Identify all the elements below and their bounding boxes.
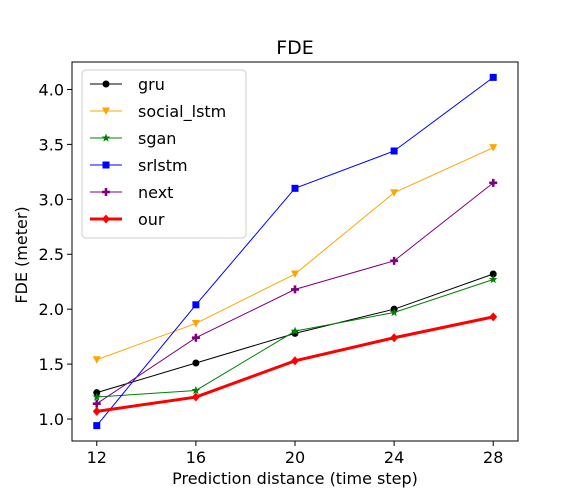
legend-label-our: our	[138, 210, 165, 229]
point-next	[191, 333, 200, 342]
x-axis-label: Prediction distance (time step)	[172, 469, 418, 488]
point-our	[390, 333, 399, 343]
point-next	[390, 256, 399, 265]
chart-title: FDE	[276, 37, 314, 59]
y-tick-label: 1.0	[39, 410, 64, 429]
plot-area: 12 16 20 24 28 1.0 1.5 2.0 2.5 3.0 3.5 4.0 gru social…	[39, 61, 519, 467]
y-tick-label: 2.0	[39, 300, 64, 319]
legend-label-social_lstm: social_lstm	[138, 102, 226, 122]
legend-label-srlstm: srlstm	[138, 156, 188, 175]
point-gru	[489, 270, 497, 278]
legend-marker-next	[102, 188, 110, 196]
legend-label-next: next	[138, 183, 173, 202]
point-social_lstm	[92, 356, 101, 364]
point-next	[291, 285, 299, 294]
x-tick-label: 20	[285, 448, 305, 467]
point-our	[489, 312, 498, 322]
y-axis-label: FDE (meter)	[12, 206, 31, 303]
point-next	[92, 399, 101, 408]
legend-label-gru: gru	[138, 75, 165, 94]
y-tick-label: 4.0	[39, 80, 64, 99]
point-sgan	[290, 326, 300, 335]
x-tick-label: 28	[483, 448, 503, 467]
legend-label-sgan: sgan	[138, 129, 176, 148]
point-social_lstm	[489, 144, 498, 152]
point-our	[92, 406, 101, 416]
point-sgan	[92, 392, 102, 401]
legend-marker-gru	[102, 80, 110, 88]
x-tick-label: 24	[384, 448, 404, 467]
point-sgan	[488, 275, 498, 284]
point-srlstm	[390, 147, 398, 155]
point-sgan	[389, 307, 399, 317]
x-tick-label: 16	[186, 448, 206, 467]
legend-marker-our	[102, 214, 110, 224]
point-srlstm	[291, 184, 299, 192]
legend-marker-srlstm	[102, 161, 110, 169]
legend-marker-social_lstm	[102, 107, 110, 115]
point-social_lstm	[291, 270, 299, 279]
y-tick-label: 3.5	[39, 135, 64, 154]
point-srlstm	[93, 422, 101, 430]
point-gru	[192, 359, 200, 367]
point-srlstm	[192, 301, 200, 309]
legend-marker-sgan	[101, 133, 111, 142]
point-next	[489, 178, 498, 187]
y-tick-label: 2.5	[39, 245, 64, 264]
point-our	[191, 392, 200, 402]
point-social_lstm	[390, 189, 399, 197]
point-social_lstm	[191, 319, 200, 328]
y-tick-label: 3.0	[39, 190, 64, 209]
point-srlstm	[489, 73, 497, 81]
point-our	[291, 356, 299, 366]
y-tick-label: 1.5	[39, 355, 64, 374]
point-sgan	[191, 385, 201, 395]
legend-box	[81, 69, 247, 239]
x-tick-label: 12	[87, 448, 107, 467]
